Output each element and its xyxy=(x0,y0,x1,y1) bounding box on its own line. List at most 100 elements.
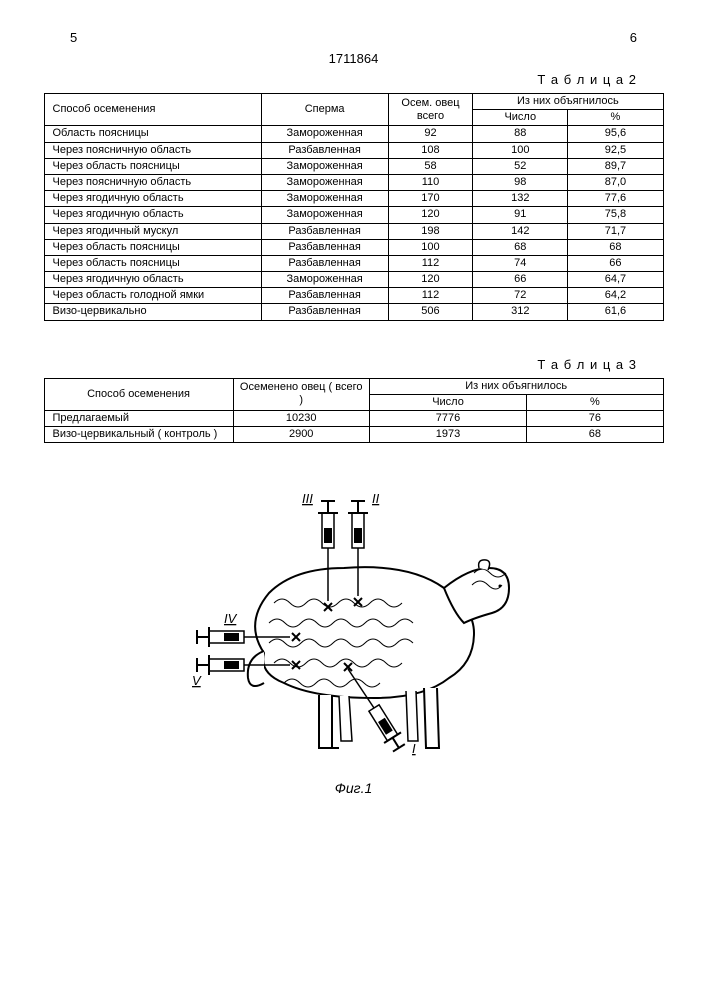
table-row: Через поясничную областьРазбавленная1081… xyxy=(44,142,663,158)
cell-method: Через ягодичную область xyxy=(44,207,261,223)
table-row: Через ягодичный мускулРазбавленная198142… xyxy=(44,223,663,239)
cell-total: 92 xyxy=(388,126,472,142)
sheep-eye xyxy=(498,585,501,588)
cell-num: 312 xyxy=(473,304,568,320)
cell-method: Через ягодичную область xyxy=(44,191,261,207)
t3-h-num: Число xyxy=(369,394,526,410)
cell-num: 1973 xyxy=(369,427,526,443)
cell-total: 2900 xyxy=(233,427,369,443)
cell-num: 52 xyxy=(473,158,568,174)
cell-sperm: Замороженная xyxy=(261,207,388,223)
cell-total: 112 xyxy=(388,288,472,304)
t2-h-num: Число xyxy=(473,110,568,126)
cell-method: Область поясницы xyxy=(44,126,261,142)
table-2: Способ осеменения Сперма Осем. овец всег… xyxy=(44,93,664,321)
cell-pct: 92,5 xyxy=(568,142,663,158)
doc-number: 1711864 xyxy=(30,51,677,66)
table-row: Через область голодной ямкиРазбавленная1… xyxy=(44,288,663,304)
sheep-diagram: III II IV V xyxy=(174,473,534,773)
cell-sperm: Замороженная xyxy=(261,272,388,288)
t2-h-method: Способ осеменения xyxy=(44,94,261,126)
cell-total: 108 xyxy=(388,142,472,158)
cell-method: Через поясничную область xyxy=(44,174,261,190)
figure-1: III II IV V xyxy=(30,473,677,796)
page-num-left: 5 xyxy=(70,30,77,45)
table-row: Через ягодичную областьЗамороженная12066… xyxy=(44,272,663,288)
cell-method: Через ягодичный мускул xyxy=(44,223,261,239)
cell-num: 66 xyxy=(473,272,568,288)
leg-front-2 xyxy=(406,691,418,741)
table-row: Через ягодичную областьЗамороженная17013… xyxy=(44,191,663,207)
table-row: Область поясницыЗамороженная928895,6 xyxy=(44,126,663,142)
cell-sperm: Замороженная xyxy=(261,174,388,190)
cell-sperm: Замороженная xyxy=(261,158,388,174)
table-3: Способ осеменения Осеменено овец ( всего… xyxy=(44,378,664,444)
cell-total: 120 xyxy=(388,272,472,288)
cell-sperm: Замороженная xyxy=(261,126,388,142)
cell-pct: 64,2 xyxy=(568,288,663,304)
cell-num: 132 xyxy=(473,191,568,207)
cell-num: 98 xyxy=(473,174,568,190)
cell-method: Через ягодичную область xyxy=(44,272,261,288)
cell-num: 142 xyxy=(473,223,568,239)
cell-pct: 89,7 xyxy=(568,158,663,174)
cell-pct: 87,0 xyxy=(568,174,663,190)
leg-back xyxy=(319,695,339,748)
cell-num: 68 xyxy=(473,239,568,255)
cell-sperm: Разбавленная xyxy=(261,142,388,158)
label-2: II xyxy=(372,491,380,506)
cell-pct: 95,6 xyxy=(568,126,663,142)
sheep-tail xyxy=(247,651,263,686)
page-num-right: 6 xyxy=(630,30,637,45)
cell-total: 110 xyxy=(388,174,472,190)
t3-h-method: Способ осеменения xyxy=(44,378,233,410)
sheep-body xyxy=(255,568,474,699)
cell-total: 120 xyxy=(388,207,472,223)
cell-num: 7776 xyxy=(369,411,526,427)
t3-h-total: Осеменено овец ( всего ) xyxy=(233,378,369,410)
cell-total: 100 xyxy=(388,239,472,255)
table-row: Визо-цервикальный ( контроль )2900197368 xyxy=(44,427,663,443)
cell-num: 100 xyxy=(473,142,568,158)
table3-label: Т а б л и ц а 3 xyxy=(30,357,637,372)
cell-sperm: Разбавленная xyxy=(261,255,388,271)
t3-h-group: Из них объягнилось xyxy=(369,378,663,394)
label-1: I xyxy=(412,741,416,756)
cell-total: 58 xyxy=(388,158,472,174)
cell-total: 10230 xyxy=(233,411,369,427)
cell-pct: 61,6 xyxy=(568,304,663,320)
cell-num: 91 xyxy=(473,207,568,223)
label-4: IV xyxy=(224,611,238,626)
cell-total: 198 xyxy=(388,223,472,239)
cell-sperm: Разбавленная xyxy=(261,223,388,239)
cell-pct: 71,7 xyxy=(568,223,663,239)
cell-total: 112 xyxy=(388,255,472,271)
cell-sperm: Разбавленная xyxy=(261,304,388,320)
cell-pct: 64,7 xyxy=(568,272,663,288)
table-row: Визо-цервикальноРазбавленная50631261,6 xyxy=(44,304,663,320)
cell-pct: 77,6 xyxy=(568,191,663,207)
cell-sperm: Замороженная xyxy=(261,191,388,207)
cell-total: 170 xyxy=(388,191,472,207)
table2-label: Т а б л и ц а 2 xyxy=(30,72,637,87)
cell-method: Через область голодной ямки xyxy=(44,288,261,304)
cell-pct: 76 xyxy=(527,411,663,427)
t3-h-pct: % xyxy=(527,394,663,410)
cell-total: 506 xyxy=(388,304,472,320)
cell-method: Визо-цервикальный ( контроль ) xyxy=(44,427,233,443)
cell-method: Визо-цервикально xyxy=(44,304,261,320)
t2-h-pct: % xyxy=(568,110,663,126)
cell-num: 72 xyxy=(473,288,568,304)
cell-sperm: Разбавленная xyxy=(261,239,388,255)
cell-method: Через область поясницы xyxy=(44,158,261,174)
cell-num: 88 xyxy=(473,126,568,142)
label-5: V xyxy=(192,673,202,688)
leg-front xyxy=(424,688,439,748)
label-3: III xyxy=(302,491,313,506)
cell-method: Через область поясницы xyxy=(44,239,261,255)
cell-method: Через поясничную область xyxy=(44,142,261,158)
cell-pct: 68 xyxy=(568,239,663,255)
leg-back-2 xyxy=(339,696,352,741)
cell-num: 74 xyxy=(473,255,568,271)
table-row: Через область поясницыЗамороженная585289… xyxy=(44,158,663,174)
